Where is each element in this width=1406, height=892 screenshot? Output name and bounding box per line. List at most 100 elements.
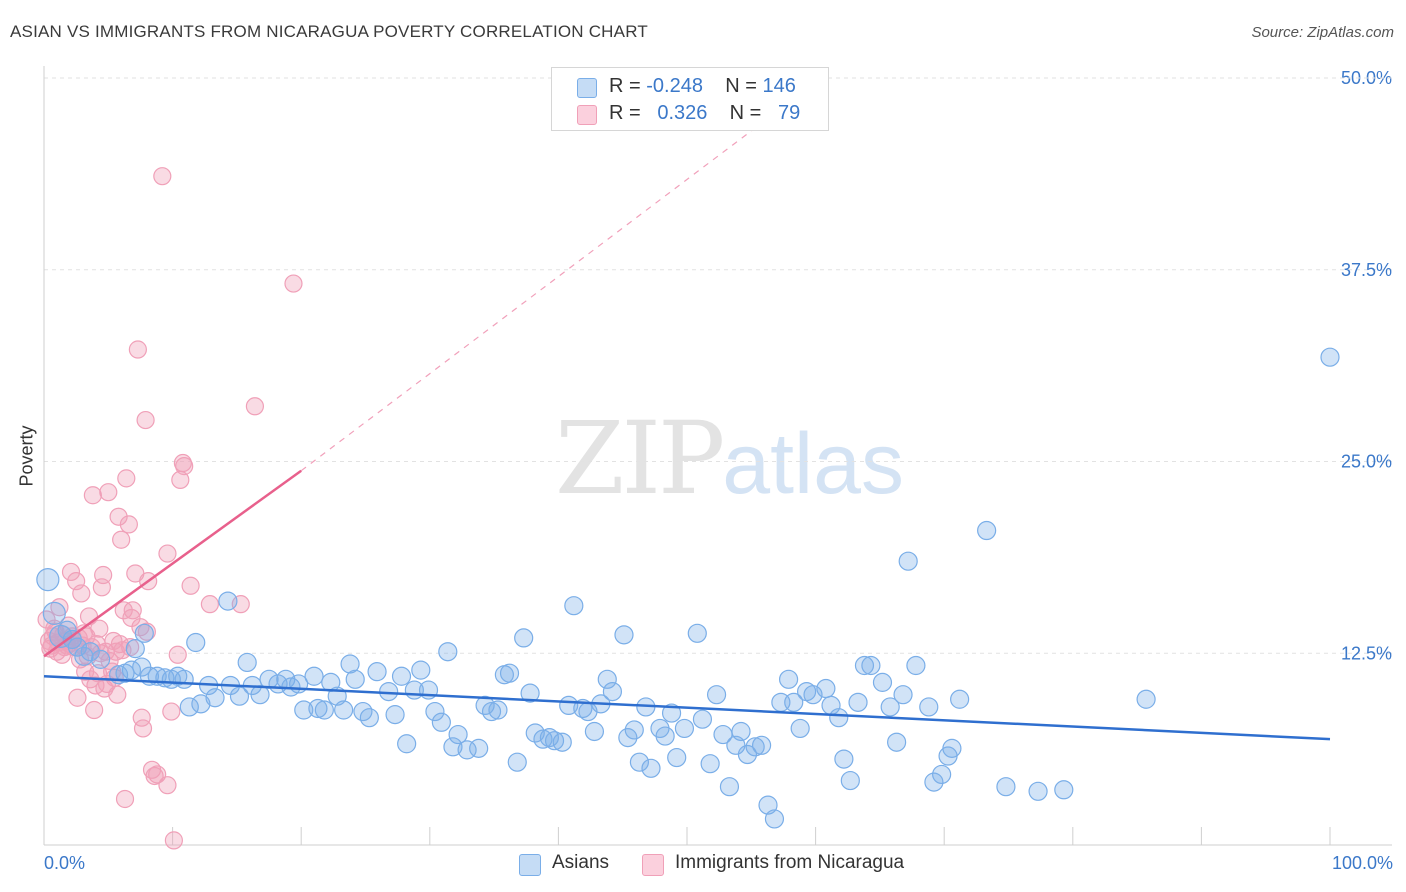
data-point-nicaragua [173,453,192,473]
legend-n-label-asians: N = [725,75,757,97]
data-point-asians [932,764,952,785]
data-point-nicaragua [131,618,150,637]
data-point-asians [706,685,727,705]
data-point-asians [737,744,758,765]
legend-n-label-nicaragua: N = [729,102,762,124]
data-point-asians [887,732,907,752]
legend-r-label-asians: R = [609,75,641,97]
data-point-asians [618,728,638,748]
data-point-nicaragua [200,595,219,614]
trend-line-nicaragua [43,469,302,658]
data-point-asians [294,700,314,720]
data-point-nicaragua [115,789,135,809]
data-point-asians [134,623,154,643]
data-point-asians [397,734,417,754]
data-point-asians [1054,780,1074,800]
data-point-asians [191,694,211,714]
x-tick-label-max: 100.0% [1332,853,1393,873]
data-point-asians [431,712,451,732]
bottom-legend-label-nicaragua: Immigrants from Nicaragua [675,852,905,873]
x-tick-label-min: 0.0% [44,853,85,873]
legend-swatch-asians [577,78,597,98]
data-point-asians [924,772,944,792]
data-point-asians [205,688,225,708]
data-point-nicaragua [153,167,172,186]
data-point-asians [544,731,565,751]
data-point-asians [174,669,194,689]
data-point-asians [950,689,970,709]
data-point-asians [614,625,634,645]
data-point-nicaragua [123,601,142,620]
data-point-nicaragua [158,776,177,795]
data-point-asians [861,655,881,676]
data-point-nicaragua [94,565,113,585]
data-point-asians [42,601,66,625]
data-point-asians [641,758,661,778]
data-point-asians [507,752,527,772]
data-point-asians [391,666,412,686]
data-point-nicaragua [133,719,153,738]
data-point-nicaragua [85,700,104,720]
data-point-nicaragua [83,486,102,505]
data-point-nicaragua [108,685,127,704]
data-point-nicaragua [168,645,187,664]
data-point-asians [602,681,623,702]
data-point-asians [359,708,379,728]
data-point-asians [629,752,650,772]
data-point-asians [564,596,584,616]
data-point-asians [829,708,849,728]
data-point-asians [977,520,997,541]
legend-r-label-nicaragua: R = [609,102,641,124]
data-point-asians [834,749,854,769]
data-point-asians [367,662,387,682]
data-point-asians [1028,781,1048,801]
chart-source: Source: ZipAtlas.com [1251,24,1394,41]
data-point-asians [906,655,926,676]
data-point-nicaragua [284,274,303,293]
legend-n-value-asians: 146 [762,75,796,97]
data-point-asians [438,642,458,662]
data-point-asians [1136,689,1156,709]
watermark-zip: ZIP [555,400,725,517]
data-point-asians [186,632,206,653]
data-point-asians [764,809,785,829]
data-point-asians [411,660,431,680]
data-point-asians [674,718,695,739]
data-point-asians [661,703,682,723]
data-point-asians [520,683,540,703]
data-point-asians [304,666,324,686]
bottom-legend-label-asians: Asians [552,852,610,873]
data-point-asians [898,551,918,571]
data-point-asians [90,649,111,669]
data-point-nicaragua [61,562,81,582]
data-point-nicaragua [181,576,200,595]
bottom-legend-swatch-nicaragua [642,854,664,876]
data-point-asians [448,724,468,745]
data-point-asians [552,732,572,752]
data-point-asians [597,669,617,689]
legend-swatch-nicaragua [577,105,597,125]
data-point-asians [345,669,365,689]
data-point-asians [919,697,939,717]
data-point-nicaragua [72,584,91,603]
data-point-asians [880,697,900,717]
data-point-asians [778,669,799,689]
data-point-asians [719,777,740,797]
data-point-asians [1320,347,1340,367]
data-point-asians [218,591,238,611]
data-point-asians [514,628,534,648]
data-point-nicaragua [175,457,194,476]
data-point-asians [816,678,836,699]
trend-line-asians [43,675,1331,741]
data-point-asians [488,700,508,720]
data-point-asians [443,737,463,757]
legend-r-value-asians: -0.248 [646,75,703,97]
data-point-asians [308,698,328,719]
data-point-nicaragua [117,469,136,488]
data-point-nicaragua [164,831,183,850]
data-point-asians [687,623,707,643]
data-point-nicaragua [112,530,131,549]
y-tick-label: 12.5% [1341,643,1392,663]
data-point-asians [425,701,445,722]
data-point-asians [667,747,687,768]
